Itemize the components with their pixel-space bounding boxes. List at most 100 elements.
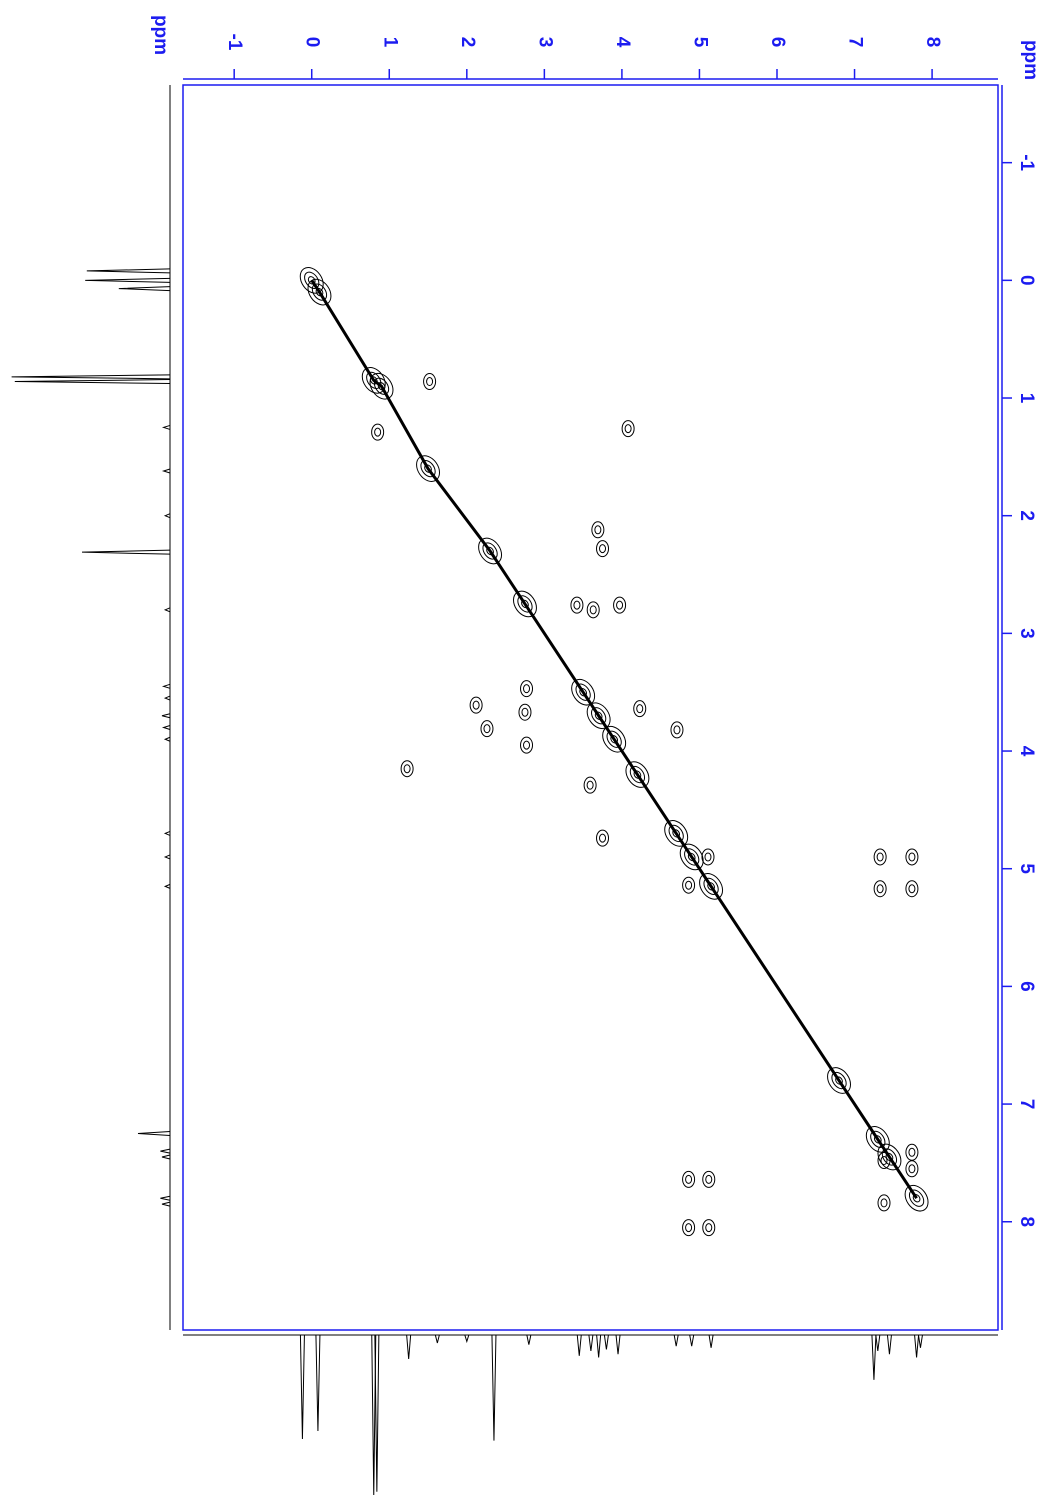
- cross-peak: [374, 427, 382, 437]
- projection-peak: [406, 1334, 412, 1360]
- y-axis-label: ppm: [1020, 40, 1041, 80]
- cross-peak: [616, 600, 624, 610]
- projection-peak: [163, 695, 171, 701]
- cross-peak: [908, 1164, 916, 1174]
- x-tick-label: 7: [845, 37, 866, 48]
- cross-peak: [673, 725, 681, 735]
- projection-peak: [689, 1334, 695, 1347]
- diagonal-peak: [513, 590, 537, 618]
- projection-peak: [315, 1334, 321, 1432]
- diagonal-peak: [478, 537, 503, 565]
- cross-peak: [908, 884, 916, 894]
- x-tick-label: -1: [224, 34, 245, 51]
- diagonal-peak: [679, 843, 704, 871]
- projection-peak: [161, 1201, 171, 1207]
- cross-peak: [908, 1147, 916, 1157]
- cross-peak: [633, 700, 647, 718]
- cross-peak: [704, 852, 712, 862]
- cross-peak: [636, 704, 644, 714]
- cross-peak: [905, 880, 919, 898]
- diagonal-peak: [684, 848, 700, 866]
- projection-peak: [118, 286, 171, 292]
- x-tick-label: 5: [689, 37, 710, 48]
- cross-peak: [520, 736, 534, 754]
- projection-peak: [914, 1334, 920, 1358]
- diagonal-peak: [610, 735, 619, 744]
- cross-peak: [877, 1152, 891, 1170]
- projection-peak: [161, 713, 171, 719]
- cross-peak: [400, 760, 414, 778]
- diagonal-peak: [633, 770, 642, 779]
- projection-peak: [434, 1334, 440, 1344]
- x-tick-label: 3: [534, 37, 555, 48]
- projection-peak: [374, 1334, 380, 1492]
- projection-peak: [708, 1334, 714, 1348]
- diagonal-peak: [579, 688, 587, 697]
- diagonal-peak: [873, 1135, 882, 1144]
- y-tick-label: 3: [1016, 628, 1037, 639]
- projection-peak: [163, 854, 171, 860]
- y-tick-label: 0: [1016, 275, 1037, 286]
- cross-peak: [873, 848, 887, 866]
- cross-peak: [523, 684, 531, 694]
- diagonal-peak: [827, 1067, 852, 1094]
- cross-peak: [371, 423, 385, 441]
- diagonal-peak: [594, 711, 603, 720]
- cross-peak: [573, 600, 581, 610]
- projection-peak: [163, 513, 171, 519]
- y-tick-label: -1: [1016, 154, 1037, 171]
- projection-peak: [526, 1334, 532, 1345]
- cross-peak: [685, 1223, 693, 1233]
- diagonal-peak: [707, 882, 715, 891]
- projection-peak: [163, 736, 171, 742]
- projection-peak: [163, 607, 171, 613]
- cross-peak: [905, 848, 919, 866]
- plot-frame: [182, 84, 999, 1331]
- cross-peak: [685, 1174, 693, 1184]
- cross-peak: [520, 680, 534, 698]
- cross-peak: [403, 764, 411, 774]
- projection-peak: [886, 1334, 892, 1355]
- diagonal-peak: [831, 1071, 847, 1090]
- diagonal-peak: [369, 372, 394, 400]
- cross-peak: [873, 880, 887, 898]
- cross-peak: [701, 848, 715, 866]
- cross-peak: [594, 525, 602, 535]
- diagonal-peak: [307, 276, 316, 285]
- diagonal-peak: [521, 599, 529, 609]
- cross-peak: [613, 596, 627, 614]
- projection-peak: [163, 830, 171, 836]
- diagonal-peak: [625, 761, 650, 788]
- cross-peak: [705, 1223, 713, 1233]
- projection-peak: [161, 683, 171, 689]
- cross-peak: [877, 1194, 891, 1212]
- diagonal-peak: [865, 1126, 890, 1153]
- cross-peak: [586, 601, 600, 619]
- cross-peak: [702, 1219, 716, 1237]
- projection-peak: [596, 1334, 602, 1358]
- cross-peak: [426, 377, 434, 387]
- diagonal-peak: [311, 283, 328, 301]
- projection-peak: [163, 883, 171, 889]
- diagonal-peak: [377, 382, 386, 391]
- cross-peak: [596, 540, 610, 558]
- diagonal-peak: [908, 1189, 925, 1207]
- diagonal-peak: [482, 542, 498, 560]
- projection-peak: [673, 1334, 679, 1347]
- diagonal-peak: [373, 377, 390, 395]
- diagonal-peak: [307, 278, 332, 306]
- y-tick-label: 4: [1016, 746, 1037, 757]
- x-tick-label: 4: [612, 37, 633, 48]
- projection-peak: [615, 1334, 621, 1355]
- cross-peak: [589, 605, 597, 615]
- projection-peak: [85, 277, 171, 283]
- cross-peak: [880, 1198, 888, 1208]
- cross-peak: [599, 544, 607, 554]
- projection-peak: [161, 468, 171, 474]
- cross-peak: [586, 780, 594, 790]
- projection-peak: [871, 1334, 877, 1380]
- projection-peak: [491, 1334, 497, 1441]
- cross-peak: [682, 876, 696, 894]
- diagonal-peak: [668, 824, 684, 843]
